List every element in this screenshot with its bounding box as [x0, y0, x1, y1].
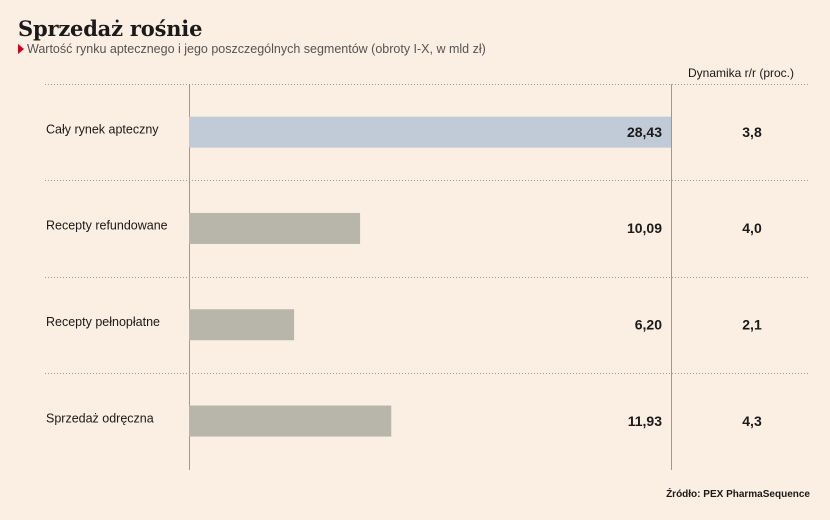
dynamics-value-label: 4,0: [742, 220, 762, 236]
dynamics-value-label: 4,3: [742, 413, 762, 429]
chart-subtitle-text: Wartość rynku aptecznego i jego poszczeg…: [27, 42, 486, 56]
bar-value-label: 11,93: [628, 413, 662, 429]
bar-value-label: 10,09: [627, 220, 662, 236]
category-label: Cały rynek apteczny: [46, 122, 159, 136]
chart-subtitle: Wartość rynku aptecznego i jego poszczeg…: [18, 42, 486, 56]
bar: [189, 309, 295, 341]
bar: [189, 116, 671, 148]
red-triangle-icon: [18, 44, 24, 54]
bar-value-label: 6,20: [635, 316, 662, 332]
category-label: Recepty pełnopłatne: [46, 315, 160, 329]
dynamics-value-label: 2,1: [742, 316, 762, 332]
dynamics-value-label: 3,8: [742, 124, 762, 140]
bar: [189, 212, 361, 244]
bar-value-label: 28,43: [627, 124, 662, 140]
source-note: Źródło: PEX PharmaSequence: [666, 489, 810, 500]
category-label: Sprzedaż odręczna: [46, 411, 154, 425]
category-label: Recepty refundowane: [46, 219, 168, 233]
bar: [189, 405, 392, 437]
dynamics-column-header: Dynamika r/r (proc.): [688, 66, 795, 80]
chart-title: Sprzedaż rośnie: [18, 16, 203, 41]
